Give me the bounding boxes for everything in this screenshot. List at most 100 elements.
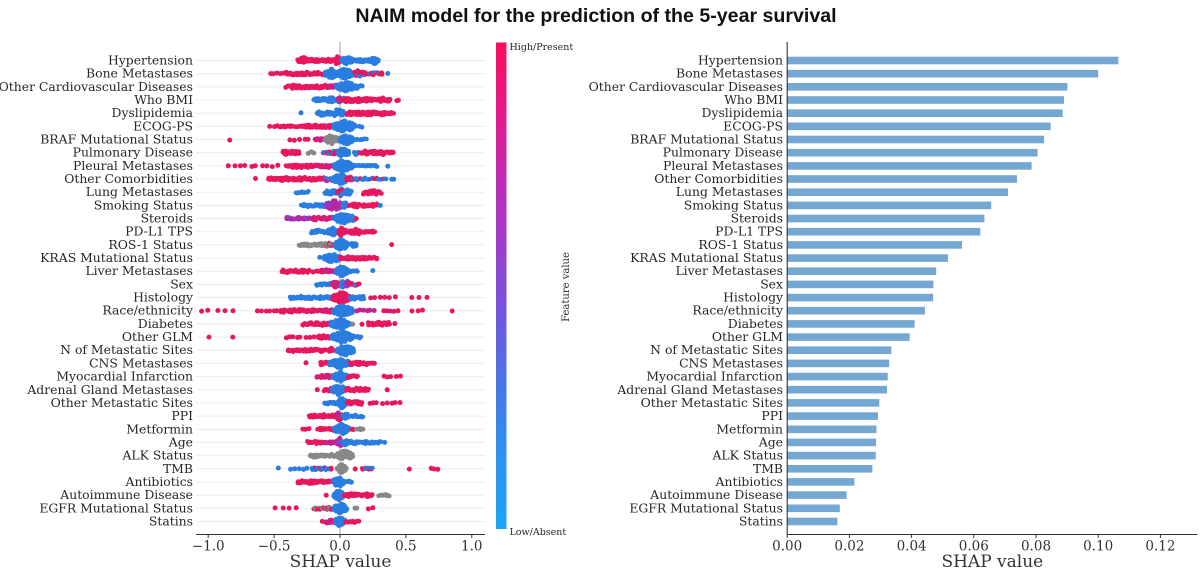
swarm-dot xyxy=(335,189,341,195)
swarm-row xyxy=(306,410,366,423)
swarm-dot xyxy=(384,387,390,393)
swarm-row xyxy=(322,396,403,411)
swarm-dot xyxy=(397,400,403,406)
swarm-dot xyxy=(267,308,273,314)
swarm-dot xyxy=(227,137,233,143)
swarm-dot xyxy=(406,466,412,472)
swarm-dot xyxy=(338,449,344,455)
swarm-dot xyxy=(333,323,339,329)
swarm-dot xyxy=(373,400,379,406)
swarm-dot xyxy=(360,414,366,420)
swarm-dot xyxy=(353,150,358,156)
swarm-dot xyxy=(364,136,369,142)
swarm-dot xyxy=(348,453,354,459)
swarm-dot xyxy=(409,308,415,314)
swarm-dot xyxy=(391,150,396,155)
swarm-row xyxy=(307,448,355,462)
swarm-dot xyxy=(385,71,391,76)
swarm-dot xyxy=(335,270,340,275)
swarm-dot xyxy=(322,256,328,262)
swarm-dot xyxy=(324,201,329,207)
swarm-dot xyxy=(347,125,352,130)
swarm-dot xyxy=(392,321,398,327)
swarm-row xyxy=(227,133,369,147)
swarm-dot xyxy=(351,349,357,355)
swarm-dot xyxy=(378,110,384,116)
swarm-dot xyxy=(349,241,354,247)
swarm-row xyxy=(293,186,384,199)
swarm-dot xyxy=(331,135,337,141)
swarm-dot xyxy=(205,307,211,313)
swarm-dot xyxy=(371,360,377,366)
swarm-dot xyxy=(415,308,421,314)
swarm-dot xyxy=(379,191,384,196)
swarm-dot xyxy=(274,308,280,314)
swarm-dot xyxy=(338,378,344,384)
swarm-dot xyxy=(316,109,322,115)
swarm-dot xyxy=(367,307,373,313)
swarm-dot xyxy=(339,119,345,125)
swarm-dot xyxy=(352,69,357,75)
swarm-dot xyxy=(368,295,374,301)
swarm-dot xyxy=(385,163,391,169)
swarm-dot xyxy=(348,84,354,89)
swarm-dot xyxy=(327,111,332,117)
swarm-row xyxy=(285,344,357,358)
swarm-dot xyxy=(373,110,379,116)
swarm-dot xyxy=(330,138,336,144)
swarm-dot xyxy=(342,139,347,145)
swarm-dot xyxy=(327,256,333,262)
swarm-dot xyxy=(343,411,349,417)
swarm-dot xyxy=(325,230,330,235)
swarm-dot xyxy=(230,308,236,314)
swarm-dot xyxy=(346,72,352,77)
swarm-dot xyxy=(392,294,398,300)
swarm-row xyxy=(296,237,395,252)
swarm-dot xyxy=(345,350,351,356)
swarm-dot xyxy=(374,256,380,262)
swarm-dot xyxy=(328,69,334,74)
swarm-dot xyxy=(327,360,333,366)
swarm-dot xyxy=(382,294,388,300)
swarm-dot xyxy=(332,335,337,341)
swarm-dot xyxy=(304,465,310,471)
beeswarm-dots xyxy=(199,54,455,528)
swarm-row xyxy=(314,278,362,290)
swarm-dot xyxy=(332,204,338,210)
swarm-dot xyxy=(334,295,340,301)
swarm-dot xyxy=(334,359,340,365)
swarm-dot xyxy=(306,189,311,194)
swarm-dot xyxy=(339,330,345,336)
swarm-dot xyxy=(269,164,275,170)
swarm-dot xyxy=(260,163,266,169)
swarm-dot xyxy=(335,365,340,370)
swarm-dot xyxy=(225,163,231,169)
swarm-dot xyxy=(296,466,302,472)
swarm-dot xyxy=(392,400,398,406)
swarm-dot xyxy=(242,163,248,168)
swarm-dot xyxy=(391,111,397,116)
swarm-row xyxy=(283,80,365,94)
swarm-dot xyxy=(409,295,415,300)
swarm-dot xyxy=(424,294,430,300)
swarm-dot xyxy=(342,282,348,288)
swarm-dot xyxy=(329,386,335,392)
swarm-dot xyxy=(359,321,365,327)
swarm-dot xyxy=(337,86,342,92)
swarm-row xyxy=(300,316,398,332)
swarm-dot xyxy=(334,126,339,132)
swarm-dot xyxy=(379,72,385,77)
swarm-dot xyxy=(328,206,334,212)
swarm-dot xyxy=(254,308,260,314)
swarm-dot xyxy=(382,439,388,445)
swarm-dot xyxy=(252,163,258,169)
swarm-dot xyxy=(359,124,365,130)
swarm-dot xyxy=(372,295,378,301)
swarm-dot xyxy=(267,123,273,129)
swarm-dot xyxy=(360,427,366,432)
swarm-dot xyxy=(341,293,347,299)
swarm-dot xyxy=(305,136,311,142)
swarm-dot xyxy=(366,386,371,392)
swarm-dot xyxy=(357,281,362,287)
swarm-row xyxy=(253,172,397,187)
